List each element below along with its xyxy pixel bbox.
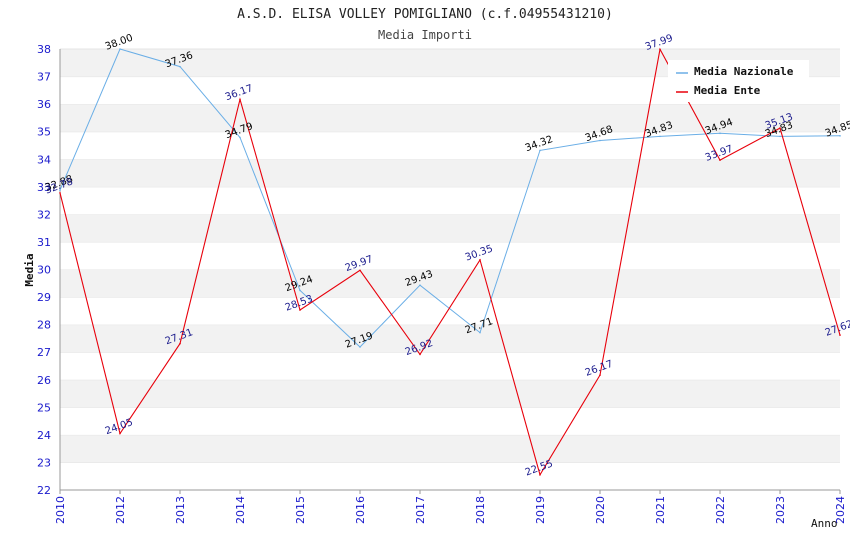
data-point <box>599 374 601 376</box>
x-tick-label: 2013 <box>174 496 187 524</box>
data-point <box>479 259 481 261</box>
grid-band <box>60 324 840 353</box>
legend-box <box>668 60 809 102</box>
x-tick-label: 2024 <box>834 496 847 524</box>
data-point <box>719 132 721 135</box>
series-line-media-nazionale <box>59 48 841 348</box>
data-point <box>239 98 241 101</box>
legend-label-ente: Media Ente <box>694 84 761 97</box>
x-tick-label: 2015 <box>294 496 307 524</box>
y-tick-label: 32 <box>37 208 51 221</box>
x-tick-label: 2019 <box>534 496 547 524</box>
data-point <box>779 127 781 129</box>
grid-bands <box>60 48 840 490</box>
data-point <box>719 159 721 161</box>
data-point <box>239 136 241 139</box>
grid-band <box>60 407 840 435</box>
chart-subtitle: Media Importi <box>378 28 472 42</box>
data-point <box>539 474 541 476</box>
grid-band <box>60 462 840 490</box>
data-point <box>359 269 361 272</box>
x-axis-ticks: 2010 2012 2013 2014 2015 2016 2017 2018 2019 2020… <box>54 490 847 524</box>
y-tick-label: 29 <box>37 291 51 304</box>
data-point <box>299 289 301 292</box>
x-tick-label: 2016 <box>354 496 367 524</box>
y-axis-label: Media <box>23 253 36 286</box>
y-tick-label: 22 <box>37 484 51 497</box>
x-tick-label: 2022 <box>714 496 727 524</box>
data-point <box>59 189 61 191</box>
y-tick-label: 26 <box>37 374 51 387</box>
data-point <box>659 48 661 51</box>
x-tick-label: 2023 <box>774 496 787 524</box>
legend: Media Nazionale Media Ente <box>668 60 809 102</box>
x-tick-label: 2020 <box>594 496 607 524</box>
y-tick-label: 36 <box>37 98 51 111</box>
y-tick-label: 30 <box>37 264 51 277</box>
grid-band <box>60 131 840 160</box>
grid-band <box>60 241 840 270</box>
x-tick-label: 2012 <box>114 496 127 524</box>
grid-band <box>60 104 840 132</box>
x-axis-label: Anno <box>811 517 838 530</box>
grid-band <box>60 379 840 408</box>
y-tick-label: 27 <box>37 346 51 359</box>
grid-band <box>60 186 840 215</box>
data-point <box>119 48 121 50</box>
data-point <box>299 309 301 311</box>
chart-title: A.S.D. ELISA VOLLEY POMIGLIANO (c.f.0495… <box>237 7 613 22</box>
data-point <box>539 149 541 152</box>
data-point <box>59 192 61 194</box>
y-tick-label: 23 <box>37 456 51 469</box>
data-point <box>779 135 781 138</box>
grid-band <box>60 297 840 325</box>
x-tick-label: 2017 <box>414 496 427 524</box>
data-point <box>839 135 841 137</box>
grid-band <box>60 214 840 242</box>
y-tick-label: 37 <box>37 71 51 84</box>
x-tick-label: 2021 <box>654 496 667 524</box>
data-point <box>419 353 421 356</box>
data-point <box>179 65 181 68</box>
data-point <box>119 432 121 435</box>
x-tick-label: 2018 <box>474 496 487 524</box>
series-layer <box>59 47 841 477</box>
y-axis-ticks: 22 23 24 25 26 27 28 29 30 31 32 33 34 35 36 37 38 <box>37 43 51 497</box>
data-point <box>839 334 841 336</box>
x-tick-label: 2014 <box>234 496 247 524</box>
data-point <box>419 284 421 287</box>
y-tick-label: 38 <box>37 43 51 56</box>
data-point <box>179 342 181 345</box>
grid-band <box>60 269 840 298</box>
y-tick-label: 24 <box>37 429 51 442</box>
y-tick-label: 25 <box>37 401 51 414</box>
y-tick-label: 33 <box>37 181 51 194</box>
y-tick-label: 28 <box>37 319 51 332</box>
data-point <box>359 346 361 348</box>
data-point <box>479 331 481 334</box>
grid-band <box>60 434 840 463</box>
y-tick-label: 34 <box>37 153 51 166</box>
legend-label-nazionale: Media Nazionale <box>694 65 794 78</box>
x-tick-label: 2010 <box>54 496 67 524</box>
data-point <box>599 139 601 142</box>
series-line-media-ente <box>59 47 841 477</box>
data-point <box>659 135 661 138</box>
grid-band <box>60 159 840 187</box>
y-tick-label: 31 <box>37 236 51 249</box>
y-tick-label: 35 <box>37 126 51 139</box>
grid-band <box>60 352 840 380</box>
